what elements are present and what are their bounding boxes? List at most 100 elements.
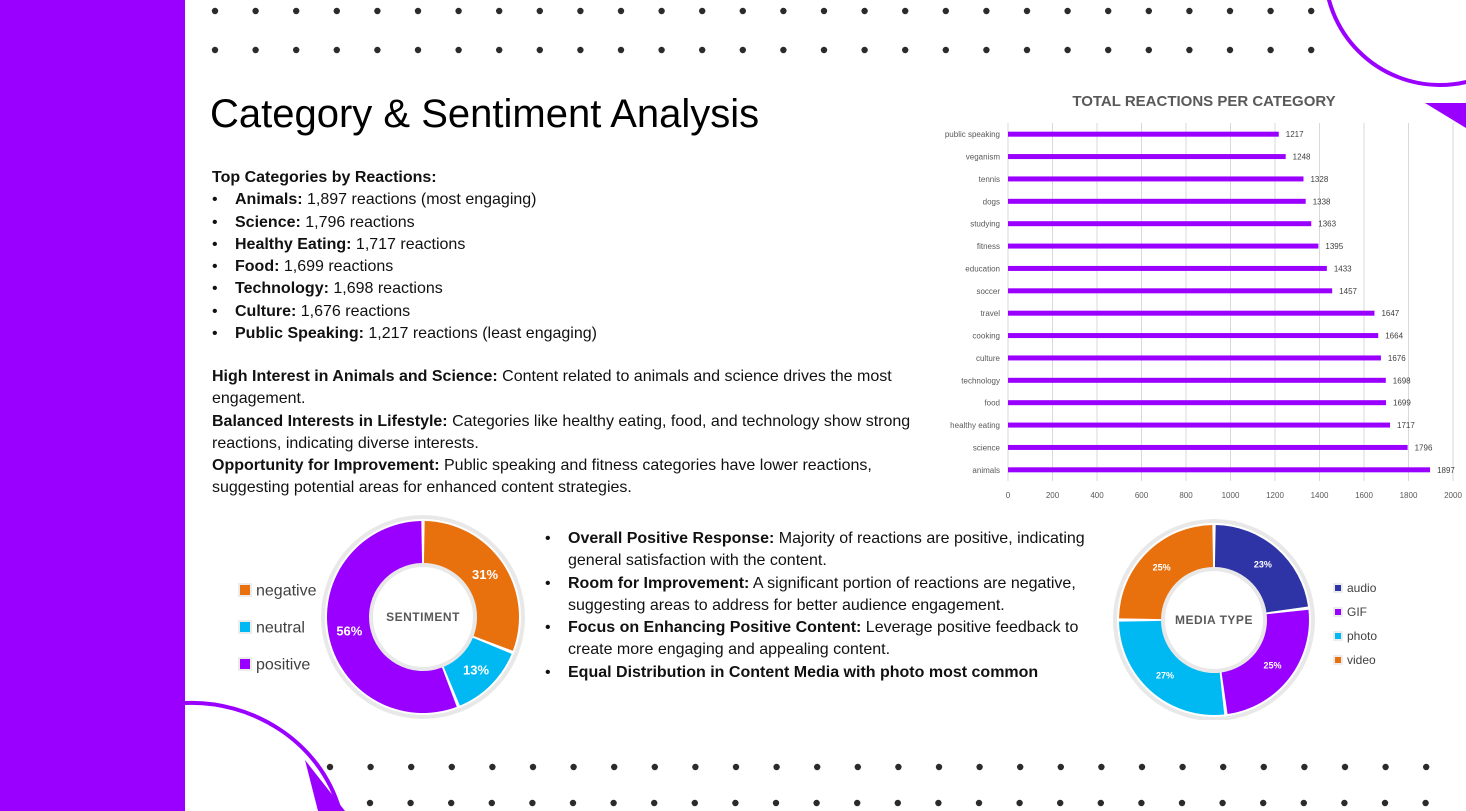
dot [732,763,740,771]
dot [366,799,374,807]
sentiment-points-list: Overall Positive Response: Majority of r… [545,528,1105,684]
dot [293,46,300,54]
dot [854,799,861,807]
bar [1008,243,1319,249]
dot [1423,763,1430,771]
slice-data-label: 27% [1156,671,1174,681]
dot [1178,799,1186,807]
legend-swatch [240,585,250,595]
slice-data-label: 13% [463,662,489,677]
bar-data-label: 1328 [1310,175,1328,184]
dot [651,763,658,771]
page-title: Category & Sentiment Analysis [210,92,760,136]
dot [1145,46,1153,54]
accent-sidebar [0,0,185,811]
top-categories-section: Top Categories by Reactions: Animals: 1,… [212,167,912,346]
dot [1260,799,1267,807]
dot [448,763,455,771]
dot [1381,799,1389,807]
donut-outer-ring [1113,519,1315,720]
dot [1226,7,1234,15]
dot [1017,763,1024,771]
dot [333,7,340,15]
bar [1008,221,1312,227]
dot [1186,46,1193,54]
dot [211,7,219,15]
legend-swatch [240,659,250,669]
category-tick-label: travel [980,309,1000,318]
dot [1308,46,1315,54]
x-tick-label: 1400 [1311,491,1329,500]
dot [448,799,455,807]
dot [942,46,949,54]
dot [1064,7,1071,15]
legend-swatch [1335,585,1341,591]
dot [935,763,943,771]
donut-center-label: MEDIA TYPE [1175,613,1253,627]
bar [1008,310,1375,316]
dot [739,7,746,15]
donut-slice [443,637,512,706]
dot [252,46,259,54]
x-tick-label: 2000 [1444,491,1462,500]
dot [611,763,618,771]
category-tick-label: science [973,443,1001,452]
category-name: Animals: [235,191,303,209]
dot [1341,763,1349,771]
bar-data-label: 1248 [1293,153,1311,162]
dot [699,7,706,15]
sentiment-point-label: Equal Distribution in Content Media with… [568,663,1039,681]
dot [414,46,422,54]
dot [211,46,219,54]
corner-wedge-bottom-left [305,760,345,811]
bar-data-label: 1796 [1415,443,1433,452]
dot [1220,763,1227,771]
dot [326,763,334,771]
category-reactions: 1,699 reactions [279,258,394,276]
dot [374,7,381,15]
bar [1008,154,1286,160]
insights-section: High Interest in Animals and Science: Co… [212,366,912,500]
dot [861,46,868,54]
bar-data-label: 1897 [1437,466,1455,475]
dot [1422,799,1429,807]
dot [1301,763,1308,771]
x-tick-label: 200 [1046,491,1060,500]
sentiment-point-label: Room for Improvement: [568,574,750,592]
top-category-item: Public Speaking: 1,217 reactions (least … [212,323,912,346]
dot [1057,763,1065,771]
category-tick-label: dogs [983,197,1000,206]
dot [1226,46,1234,54]
bar [1008,198,1306,204]
media-type-donut-chart: 23% 25% 27% 25% MEDIA TYPE audio GIF photo video [1113,519,1377,720]
slice-data-label: 31% [472,567,498,582]
sentiment-point: Equal Distribution in Content Media with… [545,662,1105,685]
top-category-item: Technology: 1,698 reactions [212,278,912,301]
bar [1008,176,1304,182]
category-tick-label: food [984,399,1000,408]
legend-label: video [1347,653,1376,667]
dot [780,7,787,15]
sentiment-point-text: Majority of reactions are positive, indi… [568,530,1085,570]
dot [894,799,901,807]
x-tick-label: 400 [1090,491,1104,500]
dot [1382,763,1389,771]
dot [658,46,665,54]
top-category-item: Healthy Eating: 1,717 reactions [212,234,912,257]
top-categories-heading: Top Categories by Reactions: [212,169,437,186]
legend-label: photo [1347,629,1377,643]
category-name: Science: [235,213,301,231]
reactions-bar-chart: TOTAL REACTIONS PER CATEGORY 0 200 400 600 80… [945,93,1463,500]
bar-data-label: 1395 [1325,242,1343,251]
dot [374,46,381,54]
insight-paragraph: Balanced Interests in Lifestyle: Categor… [212,411,912,456]
dot [976,763,983,771]
dot [651,799,658,807]
category-tick-label: veganism [966,153,1001,162]
x-tick-label: 600 [1135,491,1149,500]
dot [293,7,300,15]
bar-data-label: 1457 [1339,287,1357,296]
category-tick-label: technology [961,376,1000,385]
category-tick-label: healthy eating [950,421,1000,430]
sentiment-point: Overall Positive Response: Majority of r… [545,528,1105,573]
